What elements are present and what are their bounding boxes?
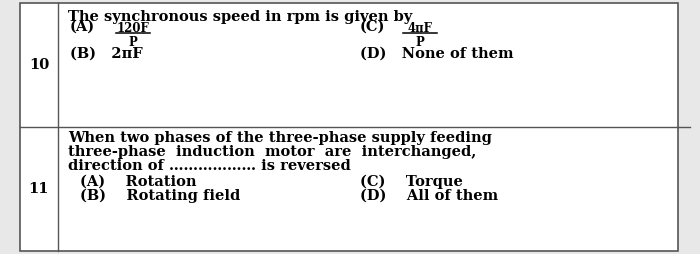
- Text: 10: 10: [29, 58, 49, 72]
- Text: 11: 11: [29, 182, 49, 196]
- Text: 120F: 120F: [117, 22, 149, 35]
- Text: P: P: [129, 36, 137, 49]
- Text: (A)    Rotation: (A) Rotation: [80, 175, 197, 189]
- Text: P: P: [416, 36, 424, 49]
- Text: (D)    All of them: (D) All of them: [360, 189, 498, 203]
- Text: (A): (A): [70, 20, 95, 34]
- Text: (C)    Torque: (C) Torque: [360, 175, 463, 189]
- Text: When two phases of the three-phase supply feeding: When two phases of the three-phase suppl…: [68, 131, 492, 145]
- Text: The synchronous speed in rpm is given by: The synchronous speed in rpm is given by: [68, 10, 412, 24]
- Text: (C): (C): [360, 20, 386, 34]
- Text: (D)   None of them: (D) None of them: [360, 47, 514, 61]
- Text: three-phase  induction  motor  are  interchanged,: three-phase induction motor are intercha…: [68, 145, 476, 159]
- Text: direction of ……………… is reversed: direction of ……………… is reversed: [68, 159, 351, 173]
- Text: (B)   2πF: (B) 2πF: [70, 47, 143, 61]
- Text: 4πF: 4πF: [407, 22, 433, 35]
- Text: (B)    Rotating field: (B) Rotating field: [80, 189, 240, 203]
